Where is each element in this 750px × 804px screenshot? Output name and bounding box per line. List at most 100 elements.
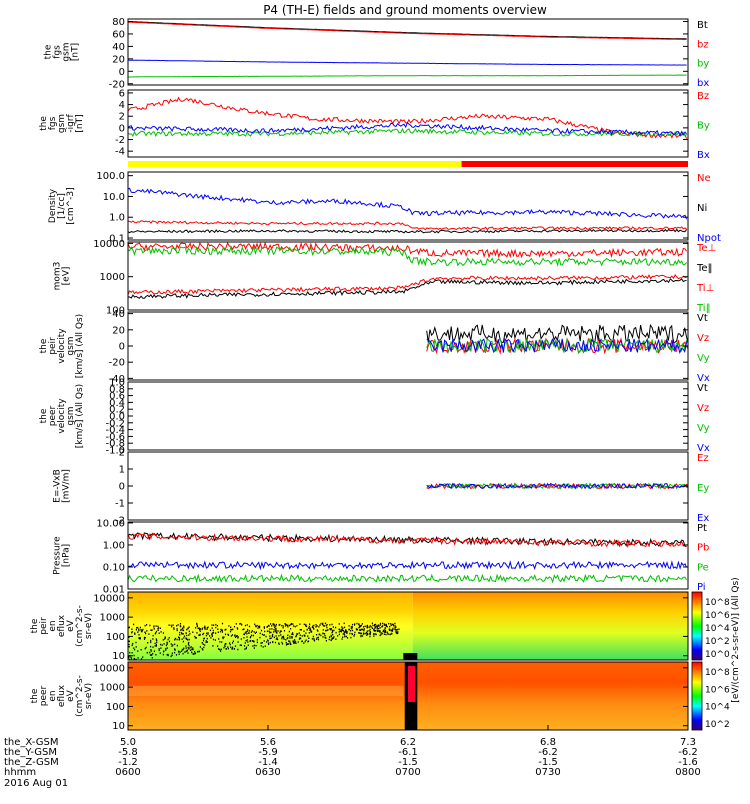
spectrogram-noise-pixel (285, 639, 287, 641)
spectrogram-noise-pixel (214, 639, 216, 641)
spectrogram-noise-pixel (274, 626, 276, 629)
spectrogram-noise-pixel (252, 634, 254, 637)
spectrogram-noise-pixel (303, 630, 305, 632)
spectrogram-noise-pixel (330, 628, 332, 631)
spectrogram-noise-pixel (344, 630, 347, 633)
spectrogram-noise-pixel (182, 629, 185, 632)
spectrogram-noise-pixel (140, 658, 143, 660)
panel-3: 100.0 10.0 1.0 0.1 Density [1/cc] [cm^-3] Ne Ni N… (48, 171, 721, 244)
x-axis-row-value: 6.2 (400, 737, 416, 748)
spectrogram-noise-pixel (395, 626, 397, 628)
spectrogram-noise-pixel (285, 644, 288, 646)
spectrogram-noise-pixel (215, 623, 217, 626)
y-axis-label: (cm^2-s- (75, 605, 85, 647)
series-Bt-line (127, 20, 687, 40)
y-axis-label: [cm^-3] (66, 187, 76, 224)
panel-1-plot-area (127, 20, 687, 78)
spectrogram-noise-pixel (224, 644, 226, 646)
y-tick-label: 40 (112, 42, 125, 53)
spectrogram-noise-pixel (350, 630, 352, 632)
panel-8: 10.00 1.00 0.10 0.01 Pressure [nPa] Pt Pb Pe Pi (53, 518, 710, 595)
spectrogram-noise-pixel (246, 633, 248, 635)
spectrogram-noise-pixel (179, 634, 181, 636)
y-tick-label: 0 (119, 482, 125, 493)
spectrogram-noise-pixel (312, 625, 314, 627)
spectrogram-noise-pixel (196, 623, 198, 626)
y-tick-label: 60 (112, 29, 125, 40)
spectrogram-noise-pixel (348, 625, 350, 627)
spectrogram-noise-pixel (268, 625, 270, 627)
panel-8-plot-area (127, 531, 688, 584)
spectrogram-noise-pixel (272, 641, 274, 643)
y-tick-label: 1.0 (109, 378, 125, 389)
legend-label-Vy: Vy (697, 353, 710, 364)
spectrogram-noise-pixel (224, 633, 227, 636)
spectrogram-noise-pixel (279, 631, 281, 634)
spectrogram-noise-pixel (274, 641, 277, 644)
spectrogram-noise-pixel (182, 652, 184, 655)
spectrogram-noise-pixel (381, 625, 383, 628)
legend-label-Te‖: Te‖ (696, 263, 713, 274)
spectrogram-noise-pixel (306, 625, 308, 628)
spectrogram-noise-pixel (306, 629, 308, 631)
spectrogram-noise-pixel (180, 625, 182, 628)
spectrogram-noise-pixel (366, 634, 368, 636)
spectrogram-noise-pixel (231, 629, 233, 631)
spectrogram-noise-pixel (297, 633, 299, 635)
spectrogram-noise-pixel (178, 653, 180, 655)
series-Bx-line (127, 121, 688, 138)
y-tick-label: 1.0 (109, 213, 125, 224)
spectrogram-noise-pixel (309, 627, 311, 630)
spectrogram-noise-pixel (179, 631, 181, 634)
y-tick-label: 0.1 (109, 233, 125, 244)
spectrogram-noise-pixel (250, 631, 252, 633)
spectrogram-noise-pixel (161, 644, 163, 646)
spectrogram-noise-pixel (237, 628, 239, 630)
spectrogram-noise-pixel (325, 624, 327, 627)
spectrogram-noise-pixel (178, 636, 180, 638)
spectrogram-noise-pixel (329, 624, 331, 626)
spectrogram-noise-pixel (373, 628, 375, 630)
spectrogram-noise-pixel (391, 630, 394, 632)
y-tick-label: 1 (119, 465, 125, 476)
spectrogram-noise-pixel (312, 627, 314, 629)
spectrogram-noise-pixel (346, 632, 348, 634)
y-tick-label: -0.2 (105, 418, 125, 429)
spectrogram-noise-pixel (274, 630, 276, 632)
spectrogram-noise-pixel (156, 639, 158, 642)
spectrogram-noise-pixel (128, 656, 130, 658)
spectrogram-noise-pixel (188, 644, 190, 647)
spectrogram-noise-pixel (322, 623, 324, 625)
spectrogram-noise-pixel (144, 624, 146, 627)
spectrogram-noise-pixel (251, 630, 253, 632)
spectrogram-noise-pixel (234, 645, 237, 647)
series-By-line (127, 127, 687, 138)
spectrogram-noise-pixel (150, 641, 152, 644)
y-tick-label: 0 (119, 123, 125, 134)
spectrogram-noise-pixel (176, 638, 178, 641)
y-tick-label: 100 (106, 702, 125, 713)
spectrogram-noise-pixel (192, 648, 194, 651)
spectrogram-noise-pixel (243, 637, 245, 639)
y-tick-label: 0.10 (103, 562, 125, 573)
spectrogram-noise-pixel (342, 630, 345, 632)
spectrogram-noise-pixel (211, 633, 213, 635)
spectrogram-noise-pixel (172, 624, 174, 626)
spectrogram-noise-pixel (128, 626, 130, 629)
spectrogram-noise-pixel (192, 653, 194, 655)
y-tick-label: 10.00 (96, 518, 125, 529)
spectrogram-noise-pixel (351, 629, 354, 632)
spectrogram-noise-pixel (150, 650, 152, 652)
spectrogram-noise-pixel (128, 636, 130, 639)
series-Pe-line (127, 573, 688, 584)
spectrogram-ion-late (412, 592, 688, 660)
spectrogram-noise-pixel (160, 643, 162, 646)
spectrogram-noise-pixel (187, 639, 189, 641)
y-tick-label: 10 (112, 721, 125, 732)
y-axis-label: velocity (57, 328, 67, 364)
spectrogram-noise-pixel (360, 632, 362, 635)
spectrogram-noise-pixel (131, 631, 133, 633)
spectrogram-noise-pixel (301, 640, 303, 643)
spectrogram-noise-pixel (135, 629, 137, 631)
